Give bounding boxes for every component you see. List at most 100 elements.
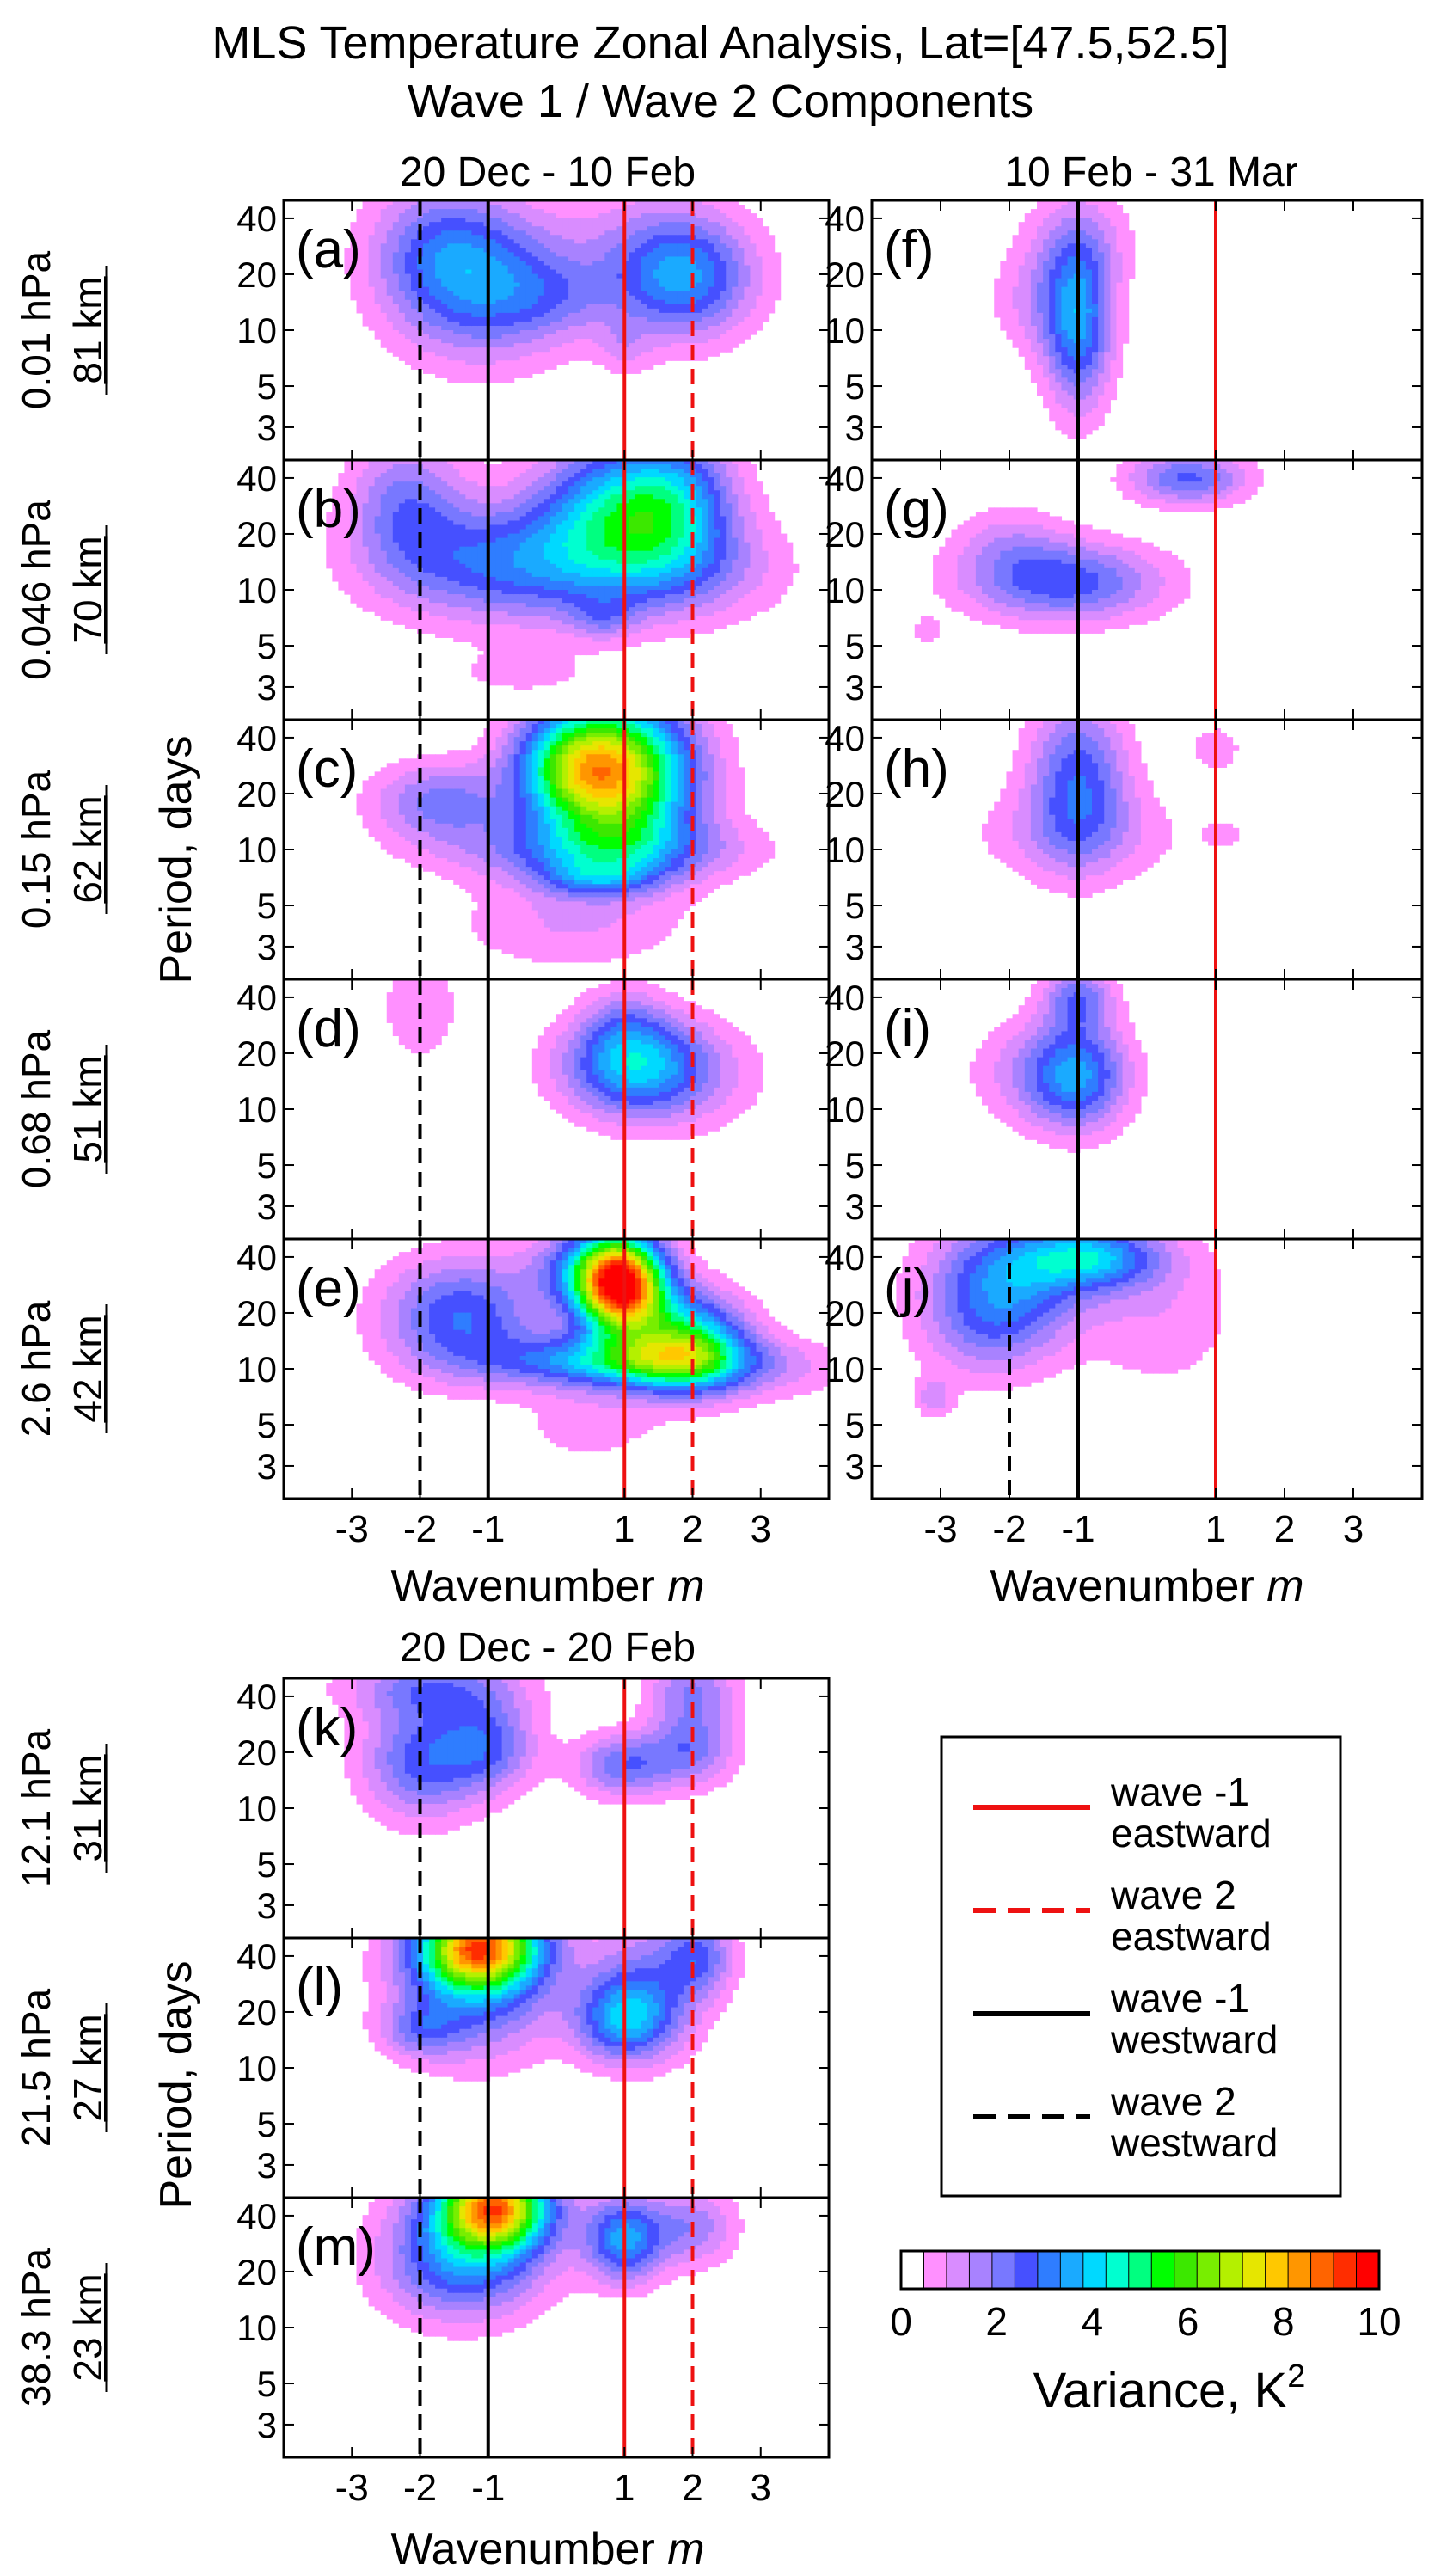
contour-cell xyxy=(629,793,636,803)
contour-cell xyxy=(556,1338,563,1348)
contour-cell xyxy=(738,1286,745,1301)
contour-cell xyxy=(574,1265,581,1291)
contour-cell xyxy=(592,1316,599,1322)
contour-cell xyxy=(665,1329,672,1335)
contour-cell xyxy=(416,1373,424,1391)
contour-cell xyxy=(1195,490,1203,500)
contour-cell xyxy=(726,572,733,591)
contour-cell xyxy=(598,728,605,733)
contour-cell xyxy=(683,464,690,474)
contour-cell xyxy=(635,1001,642,1010)
contour-cell xyxy=(604,603,611,621)
contour-cell xyxy=(513,507,521,522)
contour-cell xyxy=(465,776,472,794)
contour-cell xyxy=(423,304,430,322)
contour-cell xyxy=(647,576,654,586)
contour-cell xyxy=(477,758,485,777)
contour-cell xyxy=(629,533,636,552)
contour-cell xyxy=(471,871,479,902)
contour-cell xyxy=(635,1052,642,1071)
contour-cell xyxy=(586,567,593,578)
contour-cell xyxy=(574,620,581,629)
contour-cell xyxy=(708,720,714,725)
contour-cell xyxy=(453,862,460,885)
contour-cell xyxy=(441,1373,448,1383)
contour-cell xyxy=(374,200,382,223)
contour-cell xyxy=(647,1395,654,1404)
contour-cell xyxy=(362,200,370,327)
contour-cell xyxy=(580,1252,587,1257)
contour-cell xyxy=(683,1239,690,1257)
contour-cell xyxy=(489,590,497,604)
contour-cell xyxy=(1098,750,1105,782)
contour-cell xyxy=(1079,1282,1087,1287)
contour-cell xyxy=(368,460,376,487)
contour-cell xyxy=(1220,490,1228,500)
contour-cell xyxy=(641,1373,648,1378)
contour-cell xyxy=(598,1027,605,1037)
contour-cell xyxy=(592,884,599,889)
contour-cell xyxy=(616,1100,624,1110)
contour-cell xyxy=(720,213,727,227)
contour-cell xyxy=(562,481,569,495)
contour-cell xyxy=(513,616,521,625)
contour-cell xyxy=(945,1359,953,1413)
contour-cell xyxy=(732,1390,739,1395)
contour-cell xyxy=(1067,278,1075,340)
contour-cell xyxy=(1195,1239,1203,1361)
contour-cell xyxy=(1043,741,1050,777)
contour-cell xyxy=(1085,737,1093,755)
contour-cell xyxy=(738,1321,745,1331)
contour-cell xyxy=(647,784,654,799)
contour-cell xyxy=(653,1395,660,1404)
contour-cell xyxy=(465,585,472,599)
contour-cell xyxy=(994,801,1001,859)
contour-cell xyxy=(543,576,551,591)
contour-cell xyxy=(477,1256,485,1270)
contour-cell xyxy=(665,1048,672,1080)
contour-cell xyxy=(398,213,406,236)
contour-cell xyxy=(586,239,593,267)
contour-cell xyxy=(435,590,442,604)
contour-cell xyxy=(696,1399,702,1404)
contour-cell xyxy=(720,200,727,214)
contour-cell xyxy=(465,1369,472,1378)
contour-cell xyxy=(604,464,611,474)
contour-cell xyxy=(653,901,660,946)
contour-cell xyxy=(616,875,624,880)
contour-cell xyxy=(665,291,672,305)
contour-cell xyxy=(1012,750,1020,812)
contour-cell xyxy=(659,580,666,591)
contour-cell xyxy=(598,1248,605,1253)
contour-cell xyxy=(447,486,454,504)
contour-cell xyxy=(1098,1118,1105,1132)
pressure-level-label: 0.046 hPa xyxy=(14,500,58,680)
contour-cell xyxy=(471,1295,479,1361)
contour-cell xyxy=(513,230,521,244)
contour-cell xyxy=(513,286,521,314)
contour-cell xyxy=(714,1369,720,1374)
contour-cell xyxy=(1043,1239,1050,1248)
contour-cell xyxy=(1092,862,1099,876)
contour-cell xyxy=(513,343,521,361)
contour-cell xyxy=(659,1351,666,1361)
contour-cell xyxy=(1079,1027,1087,1050)
y-tick-label: 3 xyxy=(257,927,277,967)
contour-cell xyxy=(386,992,394,1023)
contour-cell xyxy=(1110,546,1118,556)
contour-cell xyxy=(659,1342,666,1352)
contour-cell xyxy=(635,1399,642,1408)
contour-cell xyxy=(696,486,702,508)
contour-cell xyxy=(629,892,636,902)
contour-cell xyxy=(1055,1239,1063,1244)
contour-cell xyxy=(580,840,587,855)
contour-cell xyxy=(423,1291,430,1352)
contour-cell xyxy=(659,460,666,465)
contour-cell xyxy=(586,931,593,963)
contour-cell xyxy=(616,1377,624,1383)
contour-cell xyxy=(604,1299,611,1305)
contour-cell xyxy=(708,325,714,340)
contour-cell xyxy=(1024,1325,1032,1340)
contour-cell xyxy=(671,567,678,578)
contour-cell xyxy=(598,884,605,889)
